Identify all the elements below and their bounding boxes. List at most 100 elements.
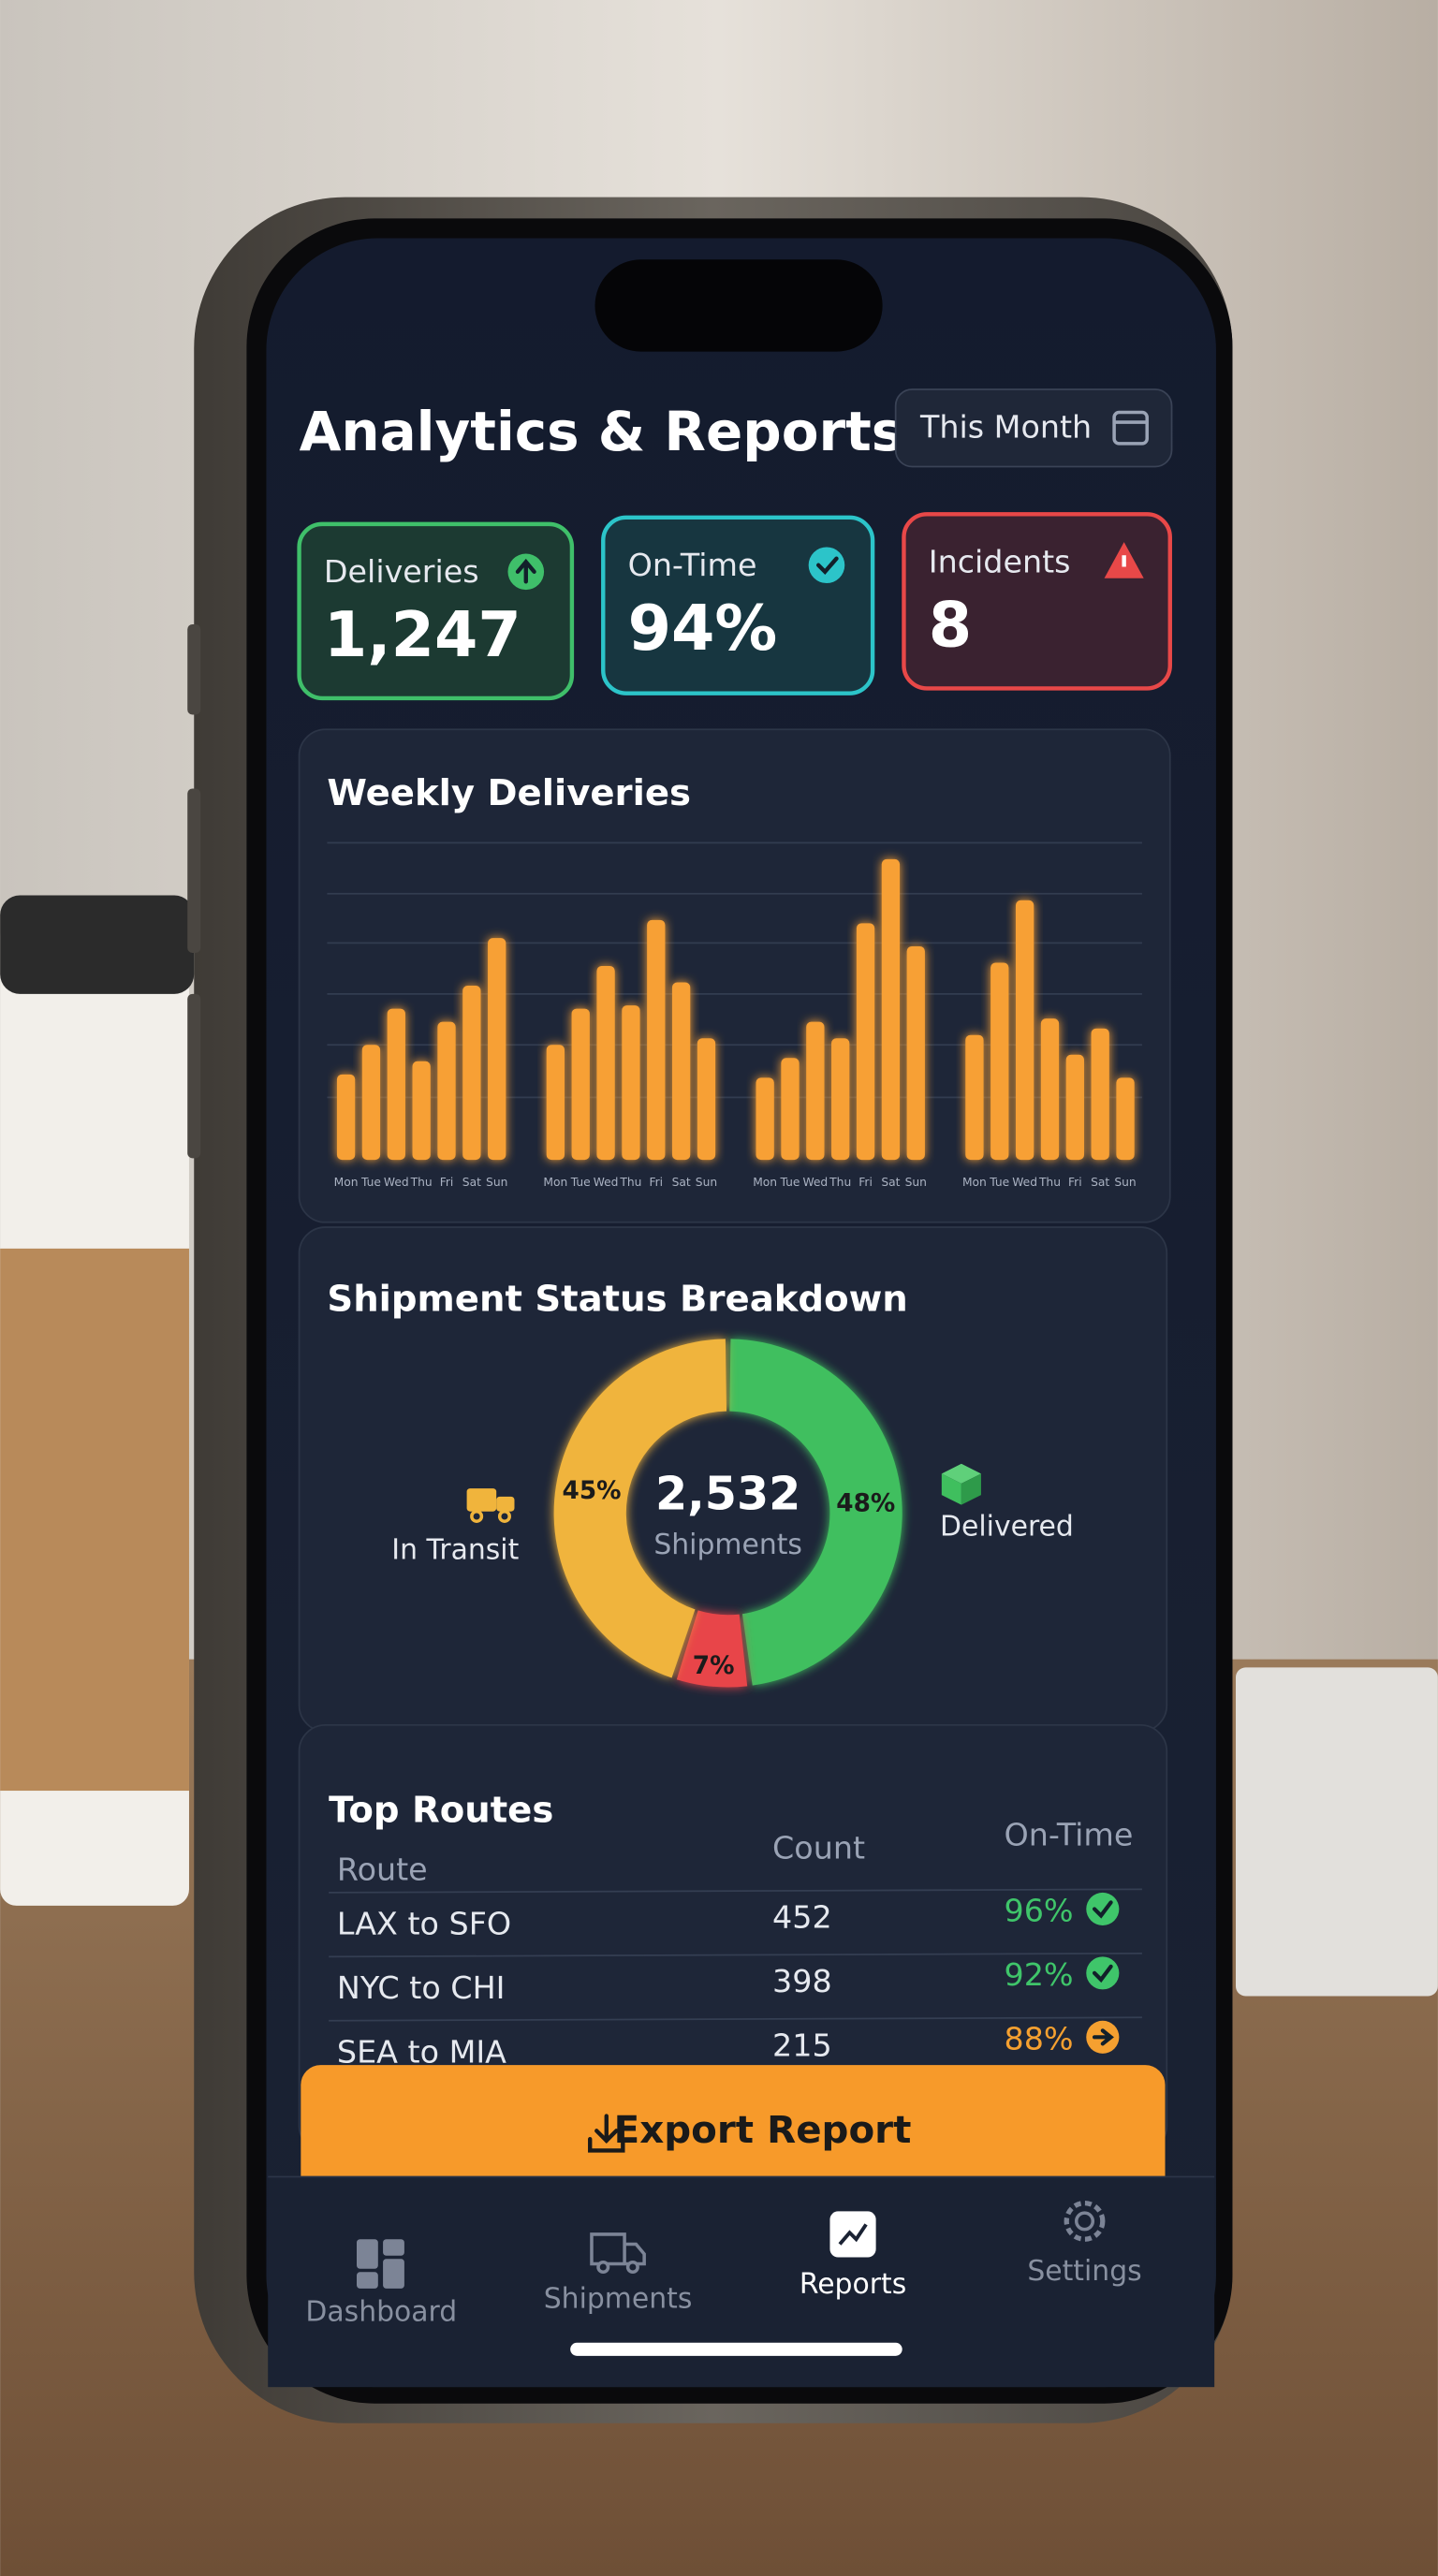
bar [906, 945, 925, 1161]
slice-label: 45% [563, 1477, 622, 1505]
period-button[interactable] [894, 388, 1173, 468]
table-cell: 92% [1005, 1956, 1074, 1993]
kpi-label: Deliveries [324, 553, 479, 590]
x-tick-label: Fri [440, 1176, 454, 1189]
x-tick-label: Fri [858, 1176, 873, 1189]
bar [965, 1034, 984, 1161]
x-tick-label: Sat [672, 1176, 691, 1189]
tab-icon [383, 2239, 404, 2256]
bar [596, 966, 615, 1161]
legend-label: In Transit [391, 1533, 519, 1566]
slice-label: 7% [693, 1652, 735, 1680]
bar [571, 1008, 590, 1161]
column-header: On-Time [1005, 1817, 1134, 1853]
table-cell: 96% [1005, 1892, 1074, 1928]
bar [671, 982, 691, 1161]
kpi-card [902, 512, 1172, 691]
tab-icon [596, 2261, 610, 2275]
table-cell: 398 [772, 1963, 832, 1999]
x-tick-label: Tue [360, 1176, 381, 1189]
row-divider [329, 2016, 1142, 2022]
bar [488, 938, 506, 1161]
bar [1065, 1054, 1084, 1161]
side-button [187, 623, 201, 715]
bar [361, 1045, 381, 1161]
tabs: Dashboard Shipments Reports Settings [305, 2200, 1142, 2329]
x-tick-label: Mon [543, 1176, 567, 1189]
tab-icon [357, 2239, 378, 2269]
slice-label: 48% [836, 1490, 895, 1518]
kpi-card [297, 521, 575, 701]
x-tick-label: Sat [881, 1176, 900, 1189]
bar [1040, 1018, 1060, 1161]
box-icon [941, 1463, 981, 1505]
weekly-card [298, 728, 1171, 1223]
bar [781, 1058, 800, 1161]
x-tick-label: Thu [1038, 1176, 1061, 1189]
x-tick-label: Thu [410, 1176, 433, 1189]
x-tick-label: Sun [1114, 1176, 1136, 1189]
bar [1116, 1077, 1135, 1161]
dynamic-island [594, 259, 883, 352]
x-tick-label: Tue [570, 1176, 591, 1189]
kpi-label: On-Time [628, 547, 757, 583]
chart-title: Weekly Deliveries [327, 772, 691, 814]
x-tick-label: Tue [989, 1176, 1009, 1189]
x-tick-label: Fri [649, 1176, 663, 1189]
side-button [187, 993, 201, 1159]
side-button [187, 788, 201, 953]
tab-label[interactable]: Reports [800, 2268, 906, 2301]
x-tick-label: Wed [594, 1176, 619, 1189]
x-tick-label: Thu [619, 1176, 641, 1189]
donut-slice [676, 1610, 748, 1688]
x-tick-label: Mon [334, 1176, 359, 1189]
status-glyph [1092, 1964, 1113, 1983]
bar [1091, 1028, 1109, 1161]
x-tick-label: Mon [753, 1176, 777, 1189]
bar [387, 1008, 405, 1161]
tab-label[interactable]: Settings [1027, 2255, 1141, 2288]
bar [1015, 900, 1034, 1161]
tab-label[interactable]: Dashboard [305, 2296, 457, 2329]
routes-table: Top Routes Route Count On-Time LAX to SFO 45… [329, 1789, 1142, 2070]
tab-icon [1064, 2200, 1106, 2242]
x-tick-label: Mon [962, 1176, 987, 1189]
bar [806, 1021, 825, 1161]
bar [856, 923, 875, 1161]
cup-lid [0, 895, 195, 994]
bar [336, 1074, 356, 1161]
column-header: Count [772, 1830, 865, 1866]
bar [881, 858, 901, 1161]
download-icon [588, 2114, 625, 2153]
bar [697, 1038, 716, 1161]
tab-label[interactable]: Shipments [544, 2283, 693, 2316]
period-label[interactable]: This Month [919, 409, 1092, 446]
x-tick-label: Fri [1068, 1176, 1082, 1189]
kpi-value: 1,247 [324, 598, 521, 671]
column-header: Route [337, 1852, 428, 1888]
export-label[interactable]: Export Report [614, 2108, 912, 2152]
status-icon [1086, 1892, 1120, 1925]
x-tick-label: Sun [486, 1176, 507, 1189]
cup-sleeve [0, 1248, 189, 1792]
x-tick-label: Sat [462, 1176, 481, 1189]
chart-title: Shipment Status Breakdown [327, 1279, 907, 1321]
x-tick-label: Sun [696, 1176, 717, 1189]
table-cell: SEA to MIA [337, 2033, 506, 2070]
tab-icon [357, 2272, 378, 2289]
truck-icon [466, 1488, 515, 1523]
bar [462, 986, 481, 1161]
status-glyph [815, 556, 839, 575]
table-cell: 215 [772, 2027, 832, 2063]
kpi-card [601, 515, 875, 695]
status-glyph [515, 558, 536, 584]
x-tick-label: Wed [1012, 1176, 1037, 1189]
export-button[interactable] [301, 2065, 1166, 2197]
legend-label: Delivered [940, 1511, 1074, 1544]
x-tick-label: Sun [905, 1176, 927, 1189]
table-cell: 452 [772, 1898, 832, 1935]
row-divider [329, 1952, 1142, 1958]
donut-center-label: Shipments [653, 1529, 802, 1561]
